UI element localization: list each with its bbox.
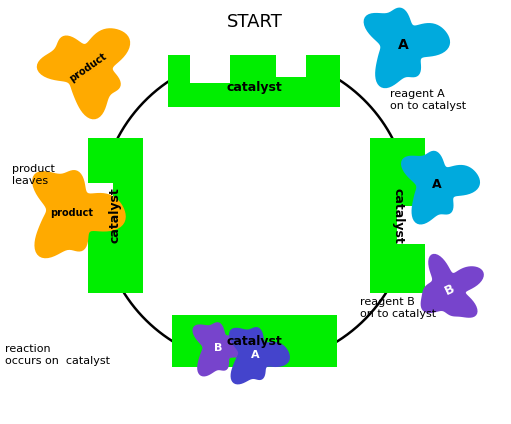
- Text: A: A: [251, 350, 259, 360]
- Text: catalyst: catalyst: [391, 188, 404, 243]
- Text: reaction
occurs on  catalyst: reaction occurs on catalyst: [5, 344, 110, 366]
- Bar: [172, 315, 337, 367]
- Text: product: product: [51, 208, 94, 218]
- Text: catalyst: catalyst: [109, 188, 122, 243]
- Bar: [88, 138, 143, 293]
- Bar: [190, 55, 230, 83]
- Text: reagent B
on to catalyst: reagent B on to catalyst: [360, 297, 436, 319]
- Text: catalyst: catalyst: [226, 335, 283, 348]
- Text: product
leaves: product leaves: [12, 164, 55, 186]
- Bar: [88, 183, 113, 225]
- Text: reagent A
on to catalyst: reagent A on to catalyst: [390, 89, 466, 111]
- Polygon shape: [32, 170, 126, 258]
- Text: catalyst: catalyst: [226, 81, 282, 94]
- Polygon shape: [401, 151, 480, 224]
- Polygon shape: [193, 322, 250, 377]
- Text: product: product: [67, 52, 108, 84]
- Polygon shape: [421, 254, 484, 318]
- Text: A: A: [398, 38, 408, 52]
- Polygon shape: [37, 28, 130, 119]
- Bar: [276, 55, 306, 77]
- Text: B: B: [214, 343, 222, 353]
- Bar: [370, 138, 425, 293]
- Polygon shape: [229, 327, 290, 385]
- Bar: [397, 206, 432, 244]
- Text: START: START: [227, 13, 283, 31]
- Bar: [168, 55, 340, 107]
- Polygon shape: [364, 8, 450, 88]
- Text: A: A: [432, 179, 442, 192]
- Text: B: B: [443, 282, 457, 298]
